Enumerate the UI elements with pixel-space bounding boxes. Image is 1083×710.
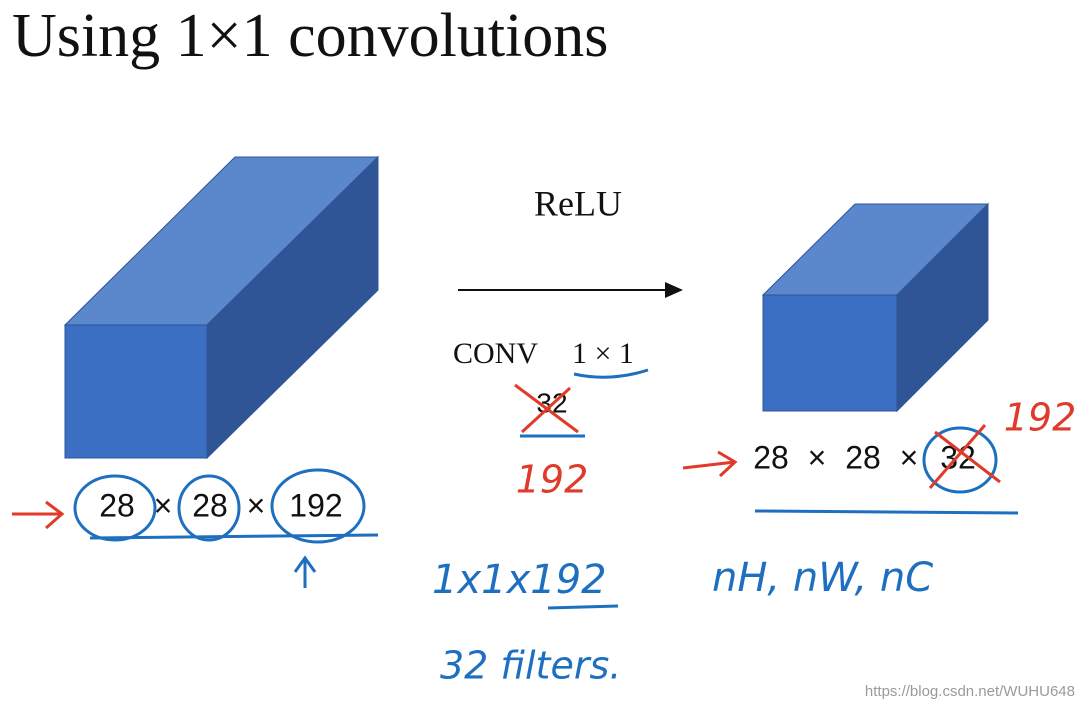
input-volume	[63, 155, 380, 460]
kernel-label: 1 × 1	[572, 337, 634, 370]
circle	[922, 426, 998, 494]
dim: 28	[192, 487, 228, 523]
filters-new: 192	[516, 458, 589, 502]
red-arrow	[12, 500, 65, 530]
note: 1x1x192	[432, 557, 607, 603]
dim: 28	[845, 439, 881, 475]
red-arrow	[682, 450, 738, 478]
underline	[547, 604, 619, 610]
watermark: https://blog.csdn.net/WUHU648	[865, 683, 1075, 700]
cross-out	[514, 383, 579, 434]
arrow-head	[665, 282, 683, 298]
activation-label: ReLU	[534, 183, 622, 223]
output-volume	[761, 202, 990, 413]
separator: ×	[154, 487, 173, 523]
conv-label: CONV	[453, 337, 538, 370]
note: nH, nW, nC	[712, 555, 933, 601]
dim: 28	[99, 487, 135, 523]
note: 32 filters.	[440, 644, 621, 688]
underline	[754, 509, 1019, 515]
separator: ×	[900, 439, 919, 475]
slide-title: Using 1×1 convolutions	[12, 2, 608, 70]
underline	[573, 368, 649, 379]
annotations	[73, 468, 379, 588]
dim: 28	[753, 439, 789, 475]
separator: ×	[247, 487, 266, 523]
separator: ×	[808, 439, 827, 475]
correction: 192	[1004, 396, 1077, 440]
dim: 192	[289, 487, 342, 523]
cross-out	[928, 424, 1001, 489]
